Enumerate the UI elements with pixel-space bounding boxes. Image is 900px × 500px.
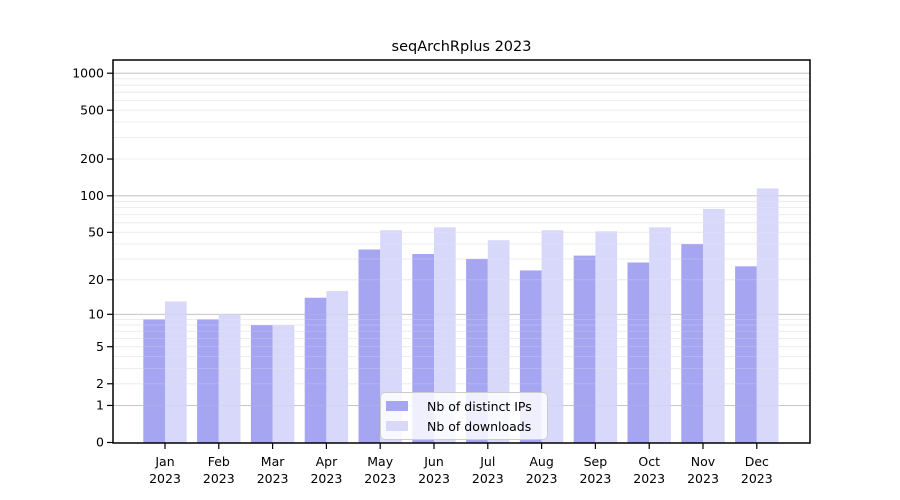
legend: Nb of distinct IPs Nb of downloads [380,392,548,440]
x-tick-label-year: 2023 [741,471,773,486]
bar-apr-downloads [326,291,349,443]
bar-apr-distinct-ips [304,297,327,443]
bar-sep-distinct-ips [573,255,596,443]
y-tick-label: 1000 [72,65,104,80]
bar-mar-downloads [272,325,295,443]
y-tick-label: 1 [96,398,104,413]
y-tick-label: 100 [80,188,104,203]
bar-dec-distinct-ips [735,266,757,443]
bar-mar-distinct-ips [250,325,273,443]
y-tick-label: 0 [96,435,104,450]
legend-row-distinct-ips: Nb of distinct IPs [386,398,539,414]
legend-swatch-downloads [386,421,408,431]
bar-nov-distinct-ips [681,243,703,443]
y-tick-label: 10 [88,307,104,322]
x-tick-label-month: Jun [423,454,444,469]
bar-dec-downloads [756,188,779,443]
bar-nov-downloads [703,208,725,443]
x-tick-label-month: Feb [208,454,230,469]
x-tick-label-year: 2023 [472,471,504,486]
x-tick-label-month: Dec [745,454,769,469]
legend-label-downloads: Nb of downloads [427,418,532,434]
x-tick-label-year: 2023 [203,471,235,486]
chart-title: seqArchRplus 2023 [391,39,532,55]
x-tick-label-month: Jan [154,454,174,469]
y-tick-label: 5 [96,339,104,354]
x-tick-label-year: 2023 [310,471,342,486]
y-tick-label: 500 [80,102,104,117]
legend-label-distinct-ips: Nb of distinct IPs [427,398,532,414]
x-tick-label-month: Apr [316,454,338,469]
plot-border [112,59,811,444]
x-tick-label-year: 2023 [418,471,450,486]
x-tick-label-month: Mar [261,454,285,469]
bar-oct-downloads [649,227,671,443]
y-tick-label: 20 [88,272,104,287]
x-tick-label-month: Oct [638,454,660,469]
bar-oct-distinct-ips [627,262,650,443]
x-tick-label-year: 2023 [526,471,558,486]
x-tick-label-month: Nov [691,454,716,469]
x-tick-label-year: 2023 [687,471,719,486]
bar-jun-downloads [434,227,456,443]
bar-feb-distinct-ips [197,319,219,443]
x-tick-label-year: 2023 [364,471,396,486]
x-tick-label-year: 2023 [149,471,181,486]
bar-may-distinct-ips [358,249,381,443]
bar-may-downloads [380,230,402,443]
bar-aug-downloads [541,230,564,443]
x-tick-label-year: 2023 [257,471,289,486]
x-tick-label-month: Sep [584,454,608,469]
bar-jan-distinct-ips [143,319,165,443]
bar-sep-downloads [595,231,618,443]
bar-jan-downloads [165,301,187,443]
x-tick-label-month: May [367,454,393,469]
x-tick-label-month: Jul [479,454,495,469]
x-tick-label-year: 2023 [633,471,665,486]
x-tick-label-year: 2023 [579,471,611,486]
bar-feb-downloads [218,314,241,443]
y-tick-label: 50 [88,225,104,240]
y-tick-label: 2 [96,376,104,391]
y-tick-label: 200 [80,151,104,166]
legend-swatch-distinct-ips [386,401,408,411]
x-tick-label-month: Aug [529,454,553,469]
legend-row-downloads: Nb of downloads [386,418,539,434]
